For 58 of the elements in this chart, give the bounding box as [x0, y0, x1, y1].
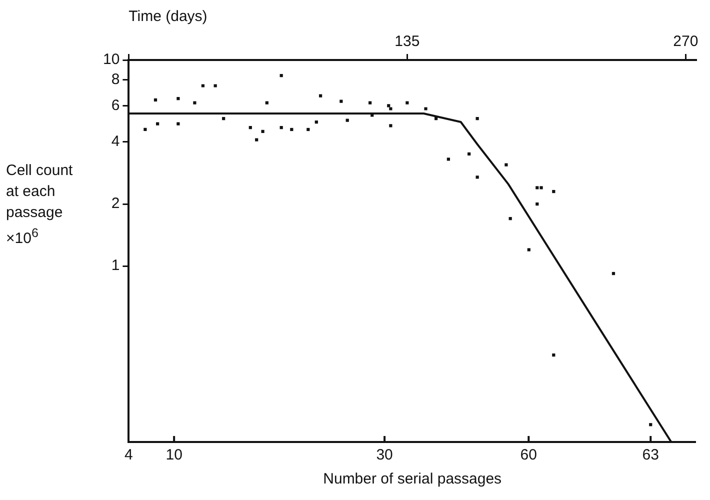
point — [154, 98, 158, 102]
point — [406, 101, 409, 104]
y-tick-label: 1 — [111, 257, 120, 274]
point — [540, 186, 543, 190]
point — [468, 152, 471, 156]
y-tick-label: 6 — [111, 96, 120, 114]
point — [261, 130, 264, 134]
point — [144, 128, 147, 132]
point — [340, 100, 343, 103]
text: 60 — [520, 446, 537, 464]
text: 63 — [642, 446, 659, 464]
point — [536, 186, 539, 190]
point — [368, 101, 372, 104]
point — [314, 120, 318, 124]
point — [248, 126, 252, 130]
point — [434, 116, 438, 120]
point — [476, 176, 479, 179]
point — [214, 84, 217, 88]
text: 4 — [124, 446, 133, 464]
text: Number of serial passages — [323, 470, 502, 488]
y-tick-label: 2 — [111, 195, 120, 212]
point — [306, 128, 310, 132]
y-tick-label: 8 — [111, 71, 120, 88]
point — [389, 124, 392, 128]
point — [156, 122, 160, 126]
text: 30 — [376, 446, 393, 464]
point — [508, 217, 512, 220]
y-axis-title: Cell count at each passage ×10$^{6}$ — [6, 161, 74, 249]
point — [446, 158, 450, 161]
x-axis-title: Time (days) — [128, 8, 208, 26]
point — [536, 202, 539, 206]
point — [176, 122, 180, 126]
point — [389, 107, 392, 110]
point — [280, 126, 283, 130]
point — [201, 84, 205, 88]
point — [176, 96, 180, 100]
point — [346, 118, 349, 122]
point — [387, 104, 390, 108]
point — [504, 163, 508, 166]
point — [280, 74, 283, 78]
text: 10 — [166, 446, 182, 464]
point — [318, 94, 322, 98]
point — [649, 423, 652, 426]
point — [424, 107, 428, 110]
point — [552, 353, 556, 357]
point — [612, 272, 616, 276]
point — [222, 116, 226, 120]
point — [255, 138, 258, 142]
y-tick-label: 4 — [111, 133, 120, 150]
x-tick-label: 135 — [394, 33, 420, 50]
x-tick-label: 270 — [673, 33, 698, 50]
point — [265, 101, 268, 104]
point — [290, 128, 294, 132]
point — [476, 116, 479, 120]
point — [552, 190, 556, 194]
point — [527, 248, 530, 252]
y-tick-label: 10 — [102, 51, 120, 68]
point — [193, 101, 196, 104]
